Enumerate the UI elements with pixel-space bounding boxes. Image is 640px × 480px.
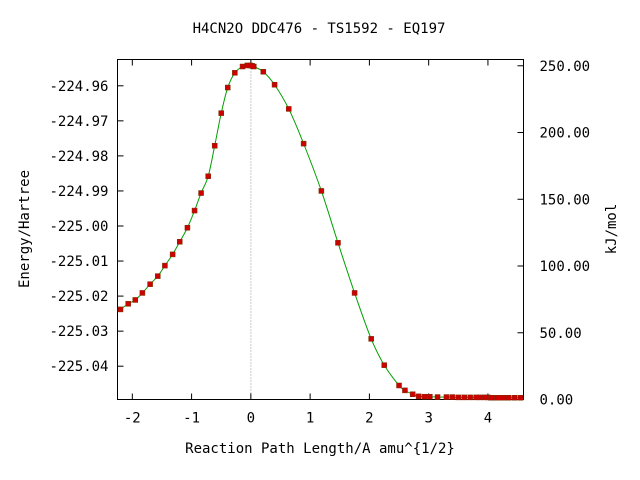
- y2-tick-label: 250.00: [540, 59, 591, 75]
- data-point: [335, 240, 341, 246]
- y-tick-label: -225.00: [49, 219, 108, 235]
- y-tick-label: -224.99: [49, 184, 108, 200]
- data-point: [251, 63, 257, 70]
- y2-axis-label: kJ/mol: [604, 204, 620, 255]
- data-point: [461, 394, 467, 401]
- y-tick-label: -224.97: [49, 114, 108, 130]
- plot-frame: [117, 59, 524, 400]
- data-point: [318, 188, 325, 194]
- data-point: [205, 173, 211, 179]
- x-tick-label: 0: [247, 411, 255, 427]
- data-point: [396, 382, 402, 389]
- data-point: [239, 63, 246, 70]
- data-point: [300, 140, 307, 147]
- data-point: [218, 110, 224, 116]
- data-point: [477, 394, 483, 401]
- y2-tick-label: 200.00: [540, 126, 591, 142]
- y2-tick-label: 50.00: [540, 326, 582, 342]
- data-point: [409, 391, 416, 397]
- data-point: [198, 190, 204, 196]
- data-point: [132, 297, 139, 303]
- y2-tick-label: 0.00: [540, 393, 574, 409]
- data-point: [117, 306, 124, 313]
- data-point: [232, 70, 238, 76]
- series-line: [120, 64, 521, 399]
- data-point: [443, 394, 450, 400]
- y-tick-label: -225.04: [49, 359, 108, 375]
- y-tick-label: -225.01: [49, 254, 108, 270]
- x-tick-label: 3: [424, 411, 432, 427]
- y-axis-left: -224.96 -224.97 -224.98 -224.99 -225.00 -225.…: [49, 79, 124, 375]
- data-point: [169, 251, 176, 258]
- series-group: [117, 62, 524, 401]
- data-point: [176, 239, 183, 245]
- data-point: [271, 81, 278, 88]
- x-tick-label: -1: [183, 411, 200, 427]
- data-point: [511, 394, 518, 401]
- data-point: [421, 393, 428, 400]
- x-tick-label: 1: [306, 411, 314, 427]
- x-tick-label: -2: [124, 411, 141, 427]
- x-axis-label: Reaction Path Length/A amu^{1/2}: [185, 441, 455, 457]
- y-axis-label: Energy/Hartree: [17, 170, 33, 288]
- chart-title: H4CN2O DDC476 - TS1592 - EQ197: [193, 21, 446, 37]
- data-point: [211, 142, 218, 149]
- data-point: [517, 394, 524, 401]
- data-point: [139, 290, 146, 296]
- x-axis: -2 -1 0 1 2 3 4: [124, 59, 492, 427]
- data-point: [415, 393, 422, 400]
- data-point: [147, 281, 153, 287]
- data-point: [162, 262, 168, 269]
- data-point: [455, 394, 462, 401]
- y2-tick-label: 150.00: [540, 192, 591, 208]
- x-tick-label: 4: [484, 411, 492, 427]
- data-point: [381, 362, 387, 368]
- data-point: [224, 84, 231, 91]
- data-point: [434, 394, 441, 400]
- data-point: [427, 393, 433, 400]
- y-tick-label: -225.03: [49, 324, 108, 340]
- y-tick-label: -225.02: [49, 289, 108, 305]
- data-point: [286, 106, 292, 112]
- data-point: [125, 301, 131, 307]
- y-tick-label: -224.96: [49, 79, 108, 95]
- data-point: [260, 69, 267, 75]
- data-point: [501, 394, 507, 401]
- data-point: [402, 387, 408, 394]
- data-point: [368, 336, 374, 342]
- x-tick-label: 2: [365, 411, 373, 427]
- data-point: [351, 290, 358, 296]
- data-point: [505, 394, 512, 401]
- data-point: [191, 207, 198, 214]
- data-point: [155, 273, 161, 279]
- y-axis-right: 250.00 200.00 150.00 100.00 50.00 0.00: [517, 59, 591, 409]
- data-point: [184, 224, 191, 231]
- y-tick-label: -224.98: [49, 149, 108, 165]
- y2-tick-label: 100.00: [540, 259, 591, 275]
- data-point: [467, 394, 473, 401]
- data-point: [449, 394, 456, 400]
